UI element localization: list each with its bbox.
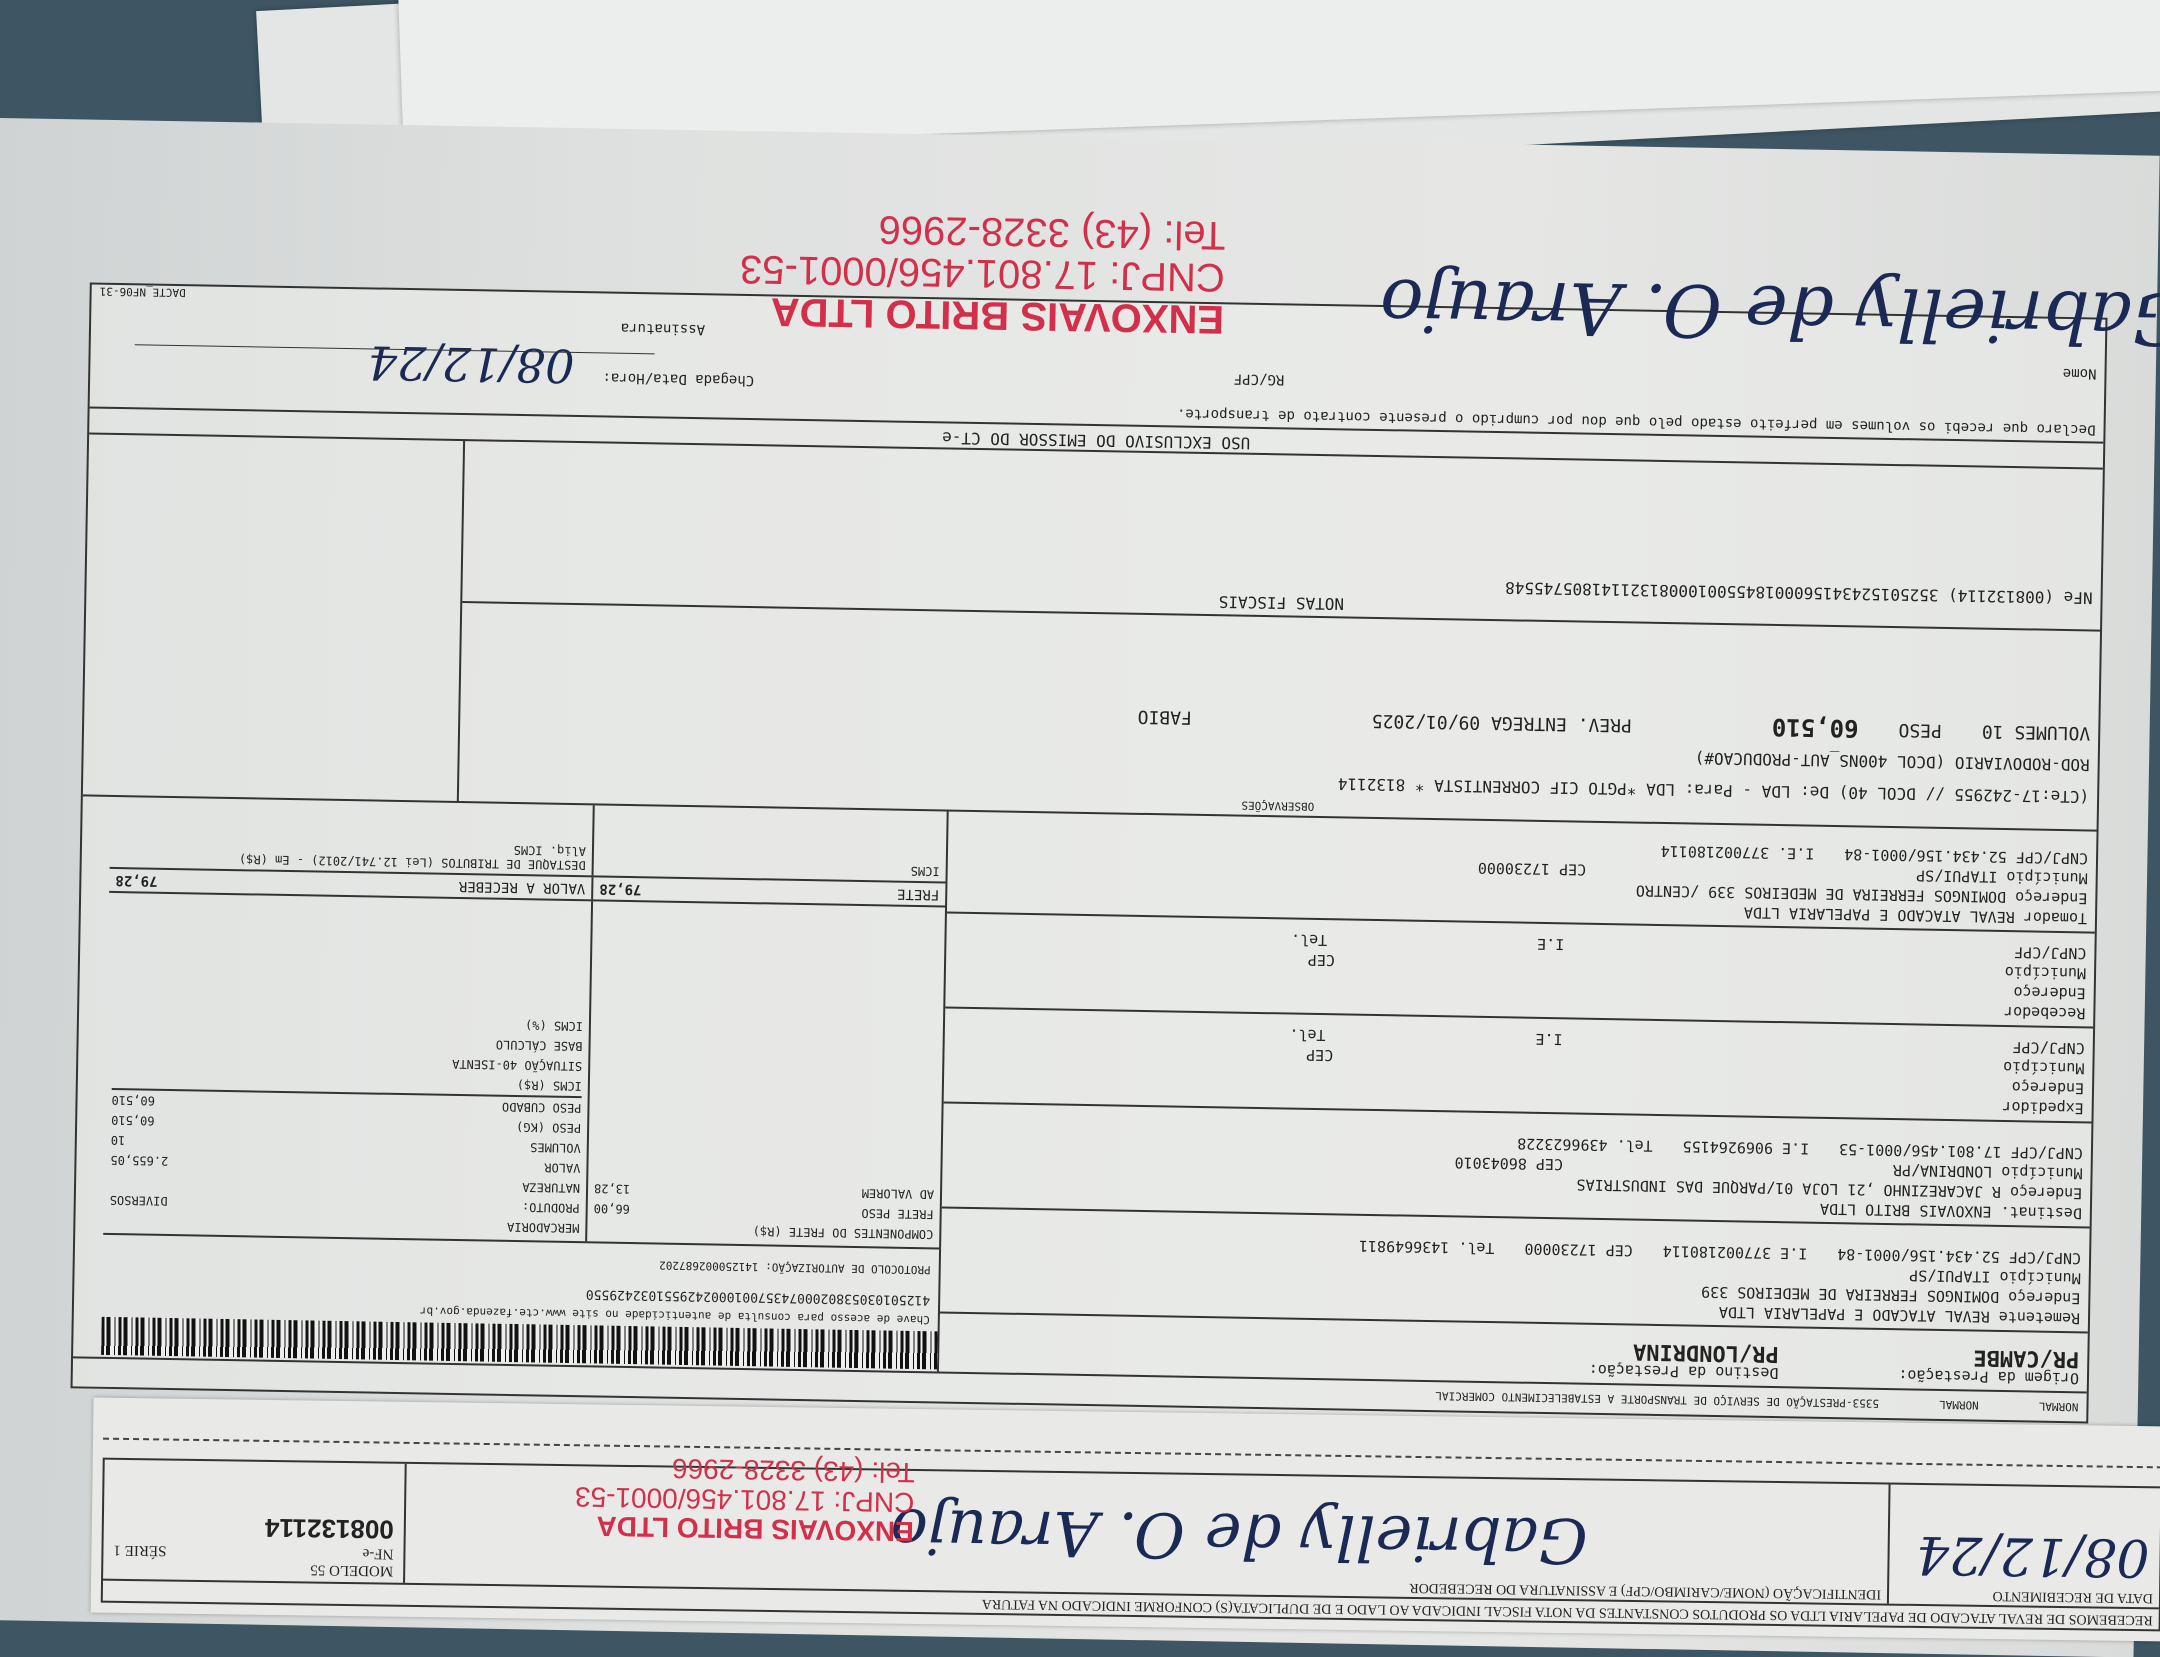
tomador-cnpj: CNPJ/CPF 52.434.156/0001-84 xyxy=(1844,845,2089,868)
valor-receber: 79,28 xyxy=(115,872,158,889)
protocolo-label: PROTOCOLO DE AUTORIZAÇÃO: xyxy=(765,1260,931,1277)
frete-label: FRETE xyxy=(896,885,940,903)
destinatario-tel: Tel. 4396623228 xyxy=(1517,1134,1653,1155)
valor: 2.655,05 xyxy=(110,1152,169,1168)
fabio: FABIO xyxy=(1137,705,1193,728)
remetente-block: Remetente REVAL ATACADO E PAPELARIA LTDA… xyxy=(939,1206,2090,1332)
volumes: 10 xyxy=(110,1132,126,1148)
ad-valorem-label: AD VALOREM xyxy=(861,1186,935,1202)
remetente-cep: CEP 17230000 xyxy=(1524,1239,1633,1260)
nfe-label: NF-e xyxy=(362,1545,394,1562)
destinatario-city: Município LONDRINA/PR xyxy=(1892,1161,2083,1183)
expedidor-tel: Tel. xyxy=(1289,1025,1326,1045)
frete: 79,28 xyxy=(599,880,642,898)
receipt-slip: RECEBEMOS DE REVAL ATACADO DE PAPELARIA … xyxy=(90,1397,2160,1642)
peso: 60,510 xyxy=(111,1112,155,1128)
expedidor-cep: CEP xyxy=(1305,1045,1334,1065)
obs-peso: 60,510 xyxy=(1771,712,1859,743)
frete-peso: 66,00 xyxy=(593,1201,630,1217)
tomador-cep: CEP 17230000 xyxy=(1477,858,1587,879)
recebedor-city: Município xyxy=(2004,963,2087,983)
valor-receber-label: VALOR A RECEBER xyxy=(458,878,586,897)
recebedor-ie: I.E xyxy=(1536,934,1565,954)
remetente-tel: Tel. 1436649811 xyxy=(1358,1236,1495,1258)
destinatario-block: Destinat. ENXOVAIS BRITO LTDA Endereço R… xyxy=(941,1101,2092,1227)
stamp-enxovais-brito: ENXOVAIS BRITO LTDA CNPJ: 17.801.456/000… xyxy=(739,206,1226,341)
nome-label: Nome xyxy=(2062,364,2097,382)
expedidor-city: Município xyxy=(2002,1057,2085,1078)
volumes-label: VOLUMES xyxy=(530,1140,581,1156)
cfop: 5353-PRESTAÇÃO DE SERVIÇO DE TRANSPORTE … xyxy=(1435,1389,1880,1411)
recebedor-block: Recebedor Endereço Município CEP CNPJ/CPF… xyxy=(945,911,2095,1027)
remetente-ie: I.E 377002180114 xyxy=(1662,1242,1808,1263)
frete-peso-label: FRETE PESO xyxy=(861,1206,934,1222)
rgcpf-label: RG/CPF xyxy=(1233,370,1285,388)
protocolo: 141250002687202 xyxy=(659,1258,759,1274)
expedidor-block: Expedidor Endereço Município CEP CNPJ/CPF… xyxy=(943,1006,2094,1122)
prev-entrega: PREV. ENTREGA 09/01/2025 xyxy=(1371,709,1633,736)
nfe-number: 008132114 xyxy=(264,1512,394,1545)
destinatario-ie: I.E 9069264155 xyxy=(1682,1137,1810,1158)
assinatura-label: Assinatura xyxy=(620,319,706,338)
recebedor-cep: CEP xyxy=(1307,950,1336,970)
dacte-form: NORMAL NORMAL 5353-PRESTAÇÃO DE SERVIÇO … xyxy=(70,282,2108,1424)
peso-label: PESO (KG) xyxy=(515,1120,582,1136)
dacte-code: DACTE_NF06-31 xyxy=(99,284,186,300)
remetente-cnpj: CNPJ/CPF 52.434.156/0001-84 xyxy=(1837,1245,2082,1268)
icms-label: ICMS xyxy=(591,805,947,882)
obs-volumes: VOLUMES 10 xyxy=(1981,720,2091,744)
type-normal: NORMAL xyxy=(1938,1398,1979,1413)
valor-label: VALOR xyxy=(544,1160,581,1176)
expedidor-ie: I.E xyxy=(1535,1029,1563,1049)
destinatario-cep: CEP 86043010 xyxy=(1454,1153,1564,1174)
destinatario-cnpj: CNPJ/CPF 17.801.456/0001-53 xyxy=(1838,1140,2084,1163)
slip-signature: Gabrielly de O. Araujo xyxy=(890,1494,1589,1578)
data-recebimento-label: DATA DE RECEBIMENTO xyxy=(1992,1588,2154,1606)
tomador-block: Tomador REVAL ATACADO E PAPELARIA LTDA E… xyxy=(947,816,2097,932)
recebedor-cnpj: CNPJ/CPF xyxy=(2014,943,2087,963)
data-recebimento: 08/12/24 xyxy=(1915,1523,2150,1588)
type-normal: NORMAL xyxy=(2038,1400,2079,1414)
modelo: MODELO 55 xyxy=(310,1561,394,1579)
peso-cubado-label: PESO CUBADO xyxy=(501,1099,582,1116)
ad-valorem: 13,28 xyxy=(593,1181,631,1197)
serie: SÉRIE 1 xyxy=(113,1541,167,1559)
recebedor-tel: Tel. xyxy=(1290,930,1328,950)
produto: DIVERSOS xyxy=(109,1192,168,1208)
tomador-city: Município ITAPUI/SP xyxy=(1915,866,2088,888)
chegada-label: Chegada Data/Hora: xyxy=(602,369,755,389)
tomador-ie: I.E. 377002180114 xyxy=(1660,841,1815,863)
produto-label: PRODUTO: xyxy=(521,1200,580,1216)
chegada-handwritten: 08/12/24 xyxy=(367,335,575,393)
slip-stamp-enxovais-brito: ENXOVAIS BRITO LTDA CNPJ: 17.801.456/000… xyxy=(574,1452,915,1547)
expedidor-cnpj: CNPJ/CPF xyxy=(2012,1038,2085,1058)
peso-cubado: 60,510 xyxy=(111,1092,156,1108)
obs-peso-label: PESO xyxy=(1898,719,1943,741)
signature: Gabrielly de O. Araujo xyxy=(1379,262,2160,362)
